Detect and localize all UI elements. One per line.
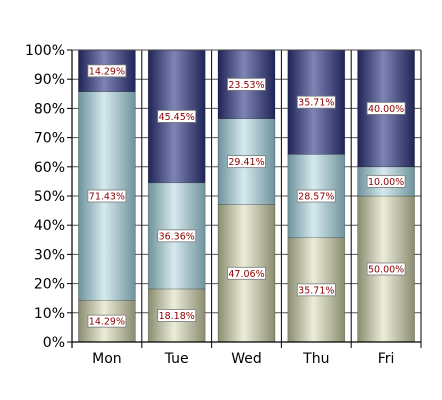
data-label: 35.71% — [298, 98, 334, 109]
data-label-box — [296, 189, 336, 203]
data-label-box — [87, 189, 127, 203]
data-label-box — [157, 229, 197, 243]
data-label: 50.00% — [368, 265, 404, 276]
x-tick-label: Thu — [302, 351, 329, 367]
x-tick-label: Tue — [164, 351, 189, 367]
data-label-box — [366, 262, 406, 276]
data-label-box — [366, 102, 406, 115]
y-tick-label: 80% — [34, 101, 65, 117]
data-label-box — [227, 155, 266, 169]
data-label: 14.29% — [89, 317, 125, 328]
y-tick-label: 90% — [34, 72, 65, 88]
y-tick-label: 100% — [25, 43, 65, 59]
data-label: 10.00% — [368, 177, 404, 188]
data-label-box — [227, 77, 266, 91]
data-label-box — [87, 314, 127, 328]
data-label: 14.29% — [89, 66, 125, 77]
bars — [78, 49, 415, 343]
data-label-box — [87, 64, 127, 78]
data-label-box — [157, 309, 197, 322]
data-label: 18.18% — [159, 311, 195, 322]
data-label-box — [157, 109, 197, 123]
x-tick-label: Mon — [92, 351, 122, 367]
data-label: 35.71% — [298, 285, 334, 296]
y-tick-label: 50% — [34, 189, 65, 205]
data-label-box — [227, 266, 266, 280]
x-tick-label: Fri — [378, 351, 395, 367]
data-label: 47.06% — [228, 269, 264, 280]
data-label: 28.57% — [298, 192, 334, 203]
y-tick-label: 0% — [43, 335, 65, 351]
y-tick-label: 60% — [34, 160, 65, 176]
x-tick-label: Wed — [231, 351, 262, 367]
y-tick-label: 10% — [34, 306, 65, 322]
axes: 0% 10% 20% 30% 40% 50% 60% 70% 80% 90% 100% Mon Tue W… — [25, 43, 422, 367]
data-label: 36.36% — [159, 231, 195, 242]
data-label: 23.53% — [228, 80, 264, 91]
y-tick-label: 40% — [34, 218, 65, 234]
data-labels: 14.29% 71.43% 14.29% 18.18% 36.36% 45.45% 47.0… — [87, 64, 406, 328]
y-tick-label: 20% — [34, 277, 65, 293]
data-label-box — [296, 283, 336, 297]
y-tick-label: 30% — [34, 247, 65, 263]
y-tick-label: 70% — [34, 131, 65, 147]
data-label: 40.00% — [368, 104, 404, 115]
data-label-box — [366, 174, 406, 188]
data-label: 45.45% — [159, 112, 195, 123]
data-label-box — [296, 95, 336, 109]
data-label: 29.41% — [228, 157, 264, 168]
data-label: 71.43% — [89, 191, 125, 202]
